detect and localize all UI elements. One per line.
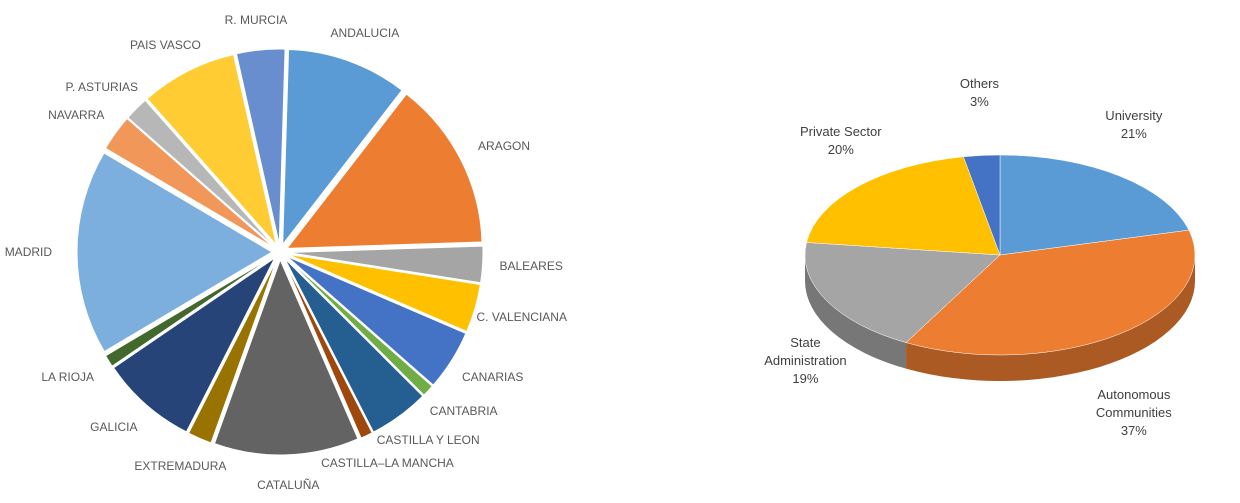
- slice-label: NAVARRA: [48, 108, 104, 122]
- pie-slice: [112, 257, 276, 433]
- label-text: EXTREMADURA: [134, 458, 227, 473]
- pie-slice: [213, 258, 359, 456]
- slice-label: CASTILLA–LA MANCHA: [321, 456, 454, 470]
- slice-label: PAIS VASCO: [130, 38, 201, 52]
- label-text: GALICIA: [90, 419, 138, 434]
- slice-label: CANARIAS: [462, 370, 523, 384]
- slice-label: State Administration 19%: [750, 334, 860, 388]
- pie-slice: [104, 255, 274, 367]
- slice-label: BALEARES: [499, 259, 562, 273]
- slice-label: C. VALENCIANA: [477, 310, 567, 324]
- label-text: ARAGON: [478, 138, 531, 153]
- slice-label: CATALUÑA: [257, 478, 319, 492]
- pie-slice: [282, 259, 373, 439]
- label-text: 37%: [1120, 423, 1147, 439]
- pie-slice: [104, 117, 274, 248]
- slice-label: Private Sector 20%: [800, 123, 882, 159]
- pie-slice: [284, 258, 424, 433]
- pie-slice: [999, 154, 1190, 256]
- label-text: CANARIAS: [461, 369, 524, 384]
- pie-slice: [905, 229, 1196, 356]
- slice-label: LA RIOJA: [41, 370, 94, 384]
- label-text: University: [1105, 107, 1163, 123]
- pie-slice: [127, 99, 275, 247]
- slice-label: R. MURCIA: [225, 13, 288, 27]
- label-text: NAVARRA: [48, 108, 105, 123]
- label-text: 3%: [970, 93, 989, 109]
- slice-label: ARAGON: [478, 139, 530, 153]
- pie-slice: [287, 245, 484, 284]
- slice-label: Others 3%: [960, 75, 999, 111]
- label-text: LA RIOJA: [41, 370, 95, 385]
- slice-label: EXTREMADURA: [134, 459, 226, 473]
- label-text: MADRID: [4, 245, 53, 260]
- pie-slice: [286, 255, 467, 386]
- pie-slice: [963, 154, 1001, 256]
- slice-label: ANDALUCIA: [331, 26, 400, 40]
- label-text: ANDALUCIA: [330, 25, 400, 40]
- label-text: CASTILLA–LA MANCHA: [321, 455, 454, 470]
- label-text: PAIS VASCO: [129, 37, 201, 52]
- pie-slice: [76, 152, 273, 353]
- label-text: CASTILLA Y LEON: [376, 433, 480, 448]
- slice-label: GALICIA: [90, 420, 137, 434]
- slice-side: [805, 255, 907, 369]
- pie-slice: [146, 54, 277, 246]
- label-text: Private Sector: [799, 123, 882, 139]
- slice-label: CASTILLA Y LEON: [377, 433, 480, 447]
- label-text: BALEARES: [499, 259, 563, 274]
- pie-slice: [286, 93, 483, 249]
- pie-slice: [285, 257, 433, 396]
- label-text: Autonomous Communities: [1095, 387, 1172, 421]
- slice-label: University 21%: [1105, 107, 1162, 143]
- label-text: R. MURCIA: [224, 13, 288, 28]
- label-text: State Administration: [764, 335, 847, 369]
- pie-slice: [187, 259, 278, 444]
- slice-label: MADRID: [5, 245, 52, 259]
- label-text: 21%: [1120, 125, 1147, 141]
- slice-label: Autonomous Communities 37%: [1081, 386, 1187, 440]
- label-text: Others: [959, 75, 999, 91]
- pie-slice: [806, 156, 1001, 256]
- pie-slice: [282, 49, 403, 246]
- label-text: CATALUÑA: [257, 477, 320, 492]
- pie-slice: [804, 242, 1001, 343]
- pie-slice: [287, 253, 481, 333]
- label-text: CANTABRIA: [429, 404, 498, 419]
- label-text: 20%: [827, 141, 854, 157]
- slice-label: CANTABRIA: [430, 404, 498, 418]
- slice-side: [906, 255, 1195, 381]
- label-text: P. ASTURIAS: [65, 80, 139, 95]
- label-text: C. VALENCIANA: [476, 309, 567, 324]
- slice-label: P. ASTURIAS: [66, 80, 138, 94]
- label-text: 19%: [792, 371, 819, 387]
- pie-slice: [235, 48, 286, 245]
